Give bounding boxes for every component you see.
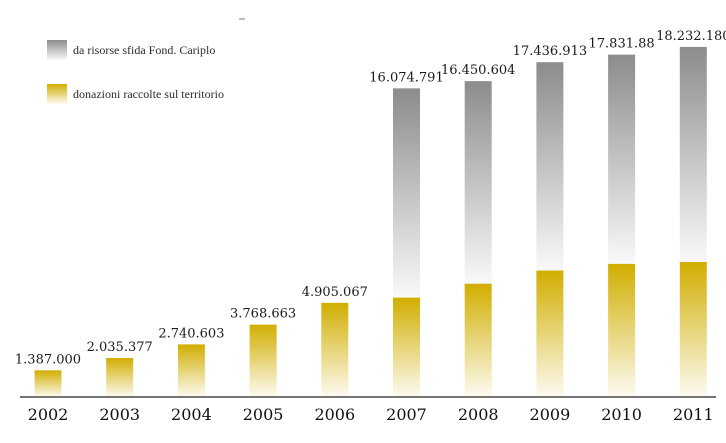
bar-fond-cariplo-2008 (464, 81, 492, 285)
legend-label-1: da risorse sfida Fond. Cariplo (73, 43, 215, 57)
year-label-2011: 2011 (673, 405, 714, 424)
bar-fond-cariplo-2010 (608, 54, 636, 265)
year-label-2006: 2006 (314, 405, 355, 424)
bar-donazioni-2004 (177, 344, 205, 397)
value-label-2011: 18.232.180 (656, 29, 726, 44)
bar-donazioni-2011 (679, 261, 707, 397)
value-label-2007: 16.074.791 (369, 70, 443, 85)
value-label-2005: 3.768.663 (230, 307, 296, 322)
value-labels-group: 1.387.000 2.035.377 2.740.603 3.768.663 4.90… (15, 29, 726, 367)
bar-donazioni-2006 (321, 302, 349, 397)
legend-swatch-2 (47, 84, 67, 104)
bar-donazioni-2010 (608, 263, 636, 397)
year-label-2010: 2010 (601, 405, 642, 424)
year-label-2005: 2005 (243, 405, 284, 424)
year-label-2008: 2008 (458, 405, 499, 424)
year-label-2007: 2007 (386, 405, 427, 424)
value-label-2006: 4.905.067 (302, 285, 368, 300)
year-label-2009: 2009 (530, 405, 571, 424)
value-label-2003: 2.035.377 (87, 340, 153, 355)
bar-donazioni-2002 (34, 370, 62, 397)
year-label-2003: 2003 (99, 405, 140, 424)
bar-fond-cariplo-2009 (536, 62, 564, 272)
value-label-2008: 16.450.604 (441, 63, 515, 78)
year-label-2004: 2004 (171, 405, 212, 424)
bar-fond-cariplo-2007 (393, 88, 420, 299)
year-label-2002: 2002 (28, 405, 69, 424)
bar-donazioni-2007 (393, 297, 420, 397)
value-label-2010: 17.831.88 (589, 37, 655, 52)
bar-donazioni-2008 (464, 283, 492, 397)
value-label-2002: 1.387.000 (15, 352, 81, 367)
bar-donazioni-2009 (536, 270, 564, 397)
year-labels-group: 2002 2003 2004 2005 2006 2007 2008 2009 2010 2011 (28, 405, 714, 424)
legend: da risorse sfida Fond. Cariplo donazioni … (47, 18, 245, 104)
legend-swatch-1 (47, 40, 67, 60)
value-label-2009: 17.436.913 (513, 44, 587, 59)
bar-donazioni-2003 (106, 357, 134, 397)
bar-fond-cariplo-2011 (679, 46, 707, 263)
value-label-2004: 2.740.603 (158, 326, 224, 341)
legend-label-2: donazioni raccolte sul territorio (73, 87, 224, 101)
bars-group (34, 46, 707, 397)
bar-donazioni-2005 (249, 324, 277, 397)
